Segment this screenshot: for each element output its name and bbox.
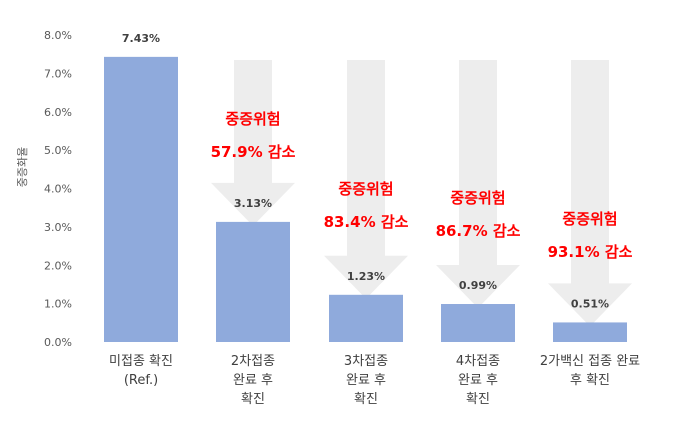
x-tick-label: 2차접종 완료 후 확진 bbox=[231, 354, 275, 407]
risk-annotation-title: 중증위험 bbox=[338, 180, 393, 198]
data-label: 0.51% bbox=[571, 297, 609, 310]
bar bbox=[441, 304, 515, 342]
data-label: 3.13% bbox=[234, 197, 272, 210]
y-tick-label: 5.0% bbox=[44, 144, 72, 157]
x-tick-label: 4차접종 완료 후 확진 bbox=[456, 354, 500, 407]
reduction-arrow bbox=[324, 60, 408, 299]
risk-annotation-value: 57.9% 감소 bbox=[211, 143, 296, 161]
bar bbox=[216, 221, 290, 342]
x-tick-label: 3차접종 완료 후 확진 bbox=[344, 354, 388, 407]
bar bbox=[104, 56, 178, 342]
y-tick-label: 1.0% bbox=[44, 298, 72, 311]
bar bbox=[553, 322, 627, 342]
reduction-arrow bbox=[548, 60, 632, 327]
risk-annotation-title: 중증위험 bbox=[225, 110, 280, 128]
x-tick-label: 미접종 확진 (Ref.) bbox=[109, 354, 173, 388]
bar bbox=[329, 294, 403, 342]
y-tick-label: 6.0% bbox=[44, 106, 72, 119]
y-tick-label: 2.0% bbox=[44, 259, 72, 272]
data-label: 0.99% bbox=[459, 279, 497, 292]
y-tick-label: 0.0% bbox=[44, 336, 72, 349]
risk-annotation-value: 93.1% 감소 bbox=[548, 243, 633, 261]
risk-annotation-title: 중증위험 bbox=[450, 189, 505, 207]
y-tick-label: 3.0% bbox=[44, 221, 72, 234]
y-axis-label: 중증화율 bbox=[16, 147, 29, 187]
y-tick-label: 4.0% bbox=[44, 183, 72, 196]
risk-annotation-value: 86.7% 감소 bbox=[436, 222, 521, 240]
risk-annotation-value: 83.4% 감소 bbox=[324, 213, 409, 231]
reduction-arrow bbox=[436, 60, 520, 309]
y-tick-label: 7.0% bbox=[44, 67, 72, 80]
reduction-arrow bbox=[211, 60, 295, 226]
x-tick-label: 2가백신 접종 완료 후 확진 bbox=[540, 354, 640, 388]
y-tick-label: 8.0% bbox=[44, 29, 72, 42]
risk-annotation-title: 중증위험 bbox=[562, 210, 617, 228]
data-label: 1.23% bbox=[347, 270, 385, 283]
data-label: 7.43% bbox=[122, 32, 160, 45]
